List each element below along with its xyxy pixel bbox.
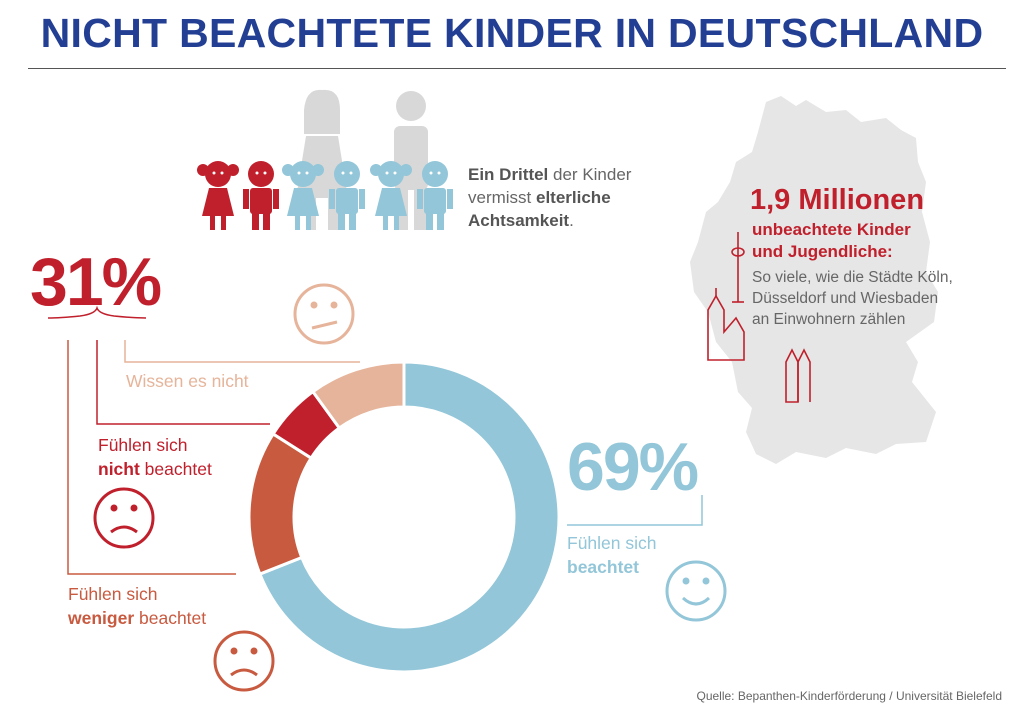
map-subtitle: unbeachtete Kinder und Jugendliche: [752, 219, 911, 263]
label-nicht-beachtet: Fühlen sich nicht beachtet [98, 433, 212, 481]
label-bold: nicht [98, 459, 140, 479]
caption-text-2: vermisst [468, 188, 536, 207]
source-note: Quelle: Bepanthen-Kinderförderung / Univ… [696, 689, 1002, 703]
bracket-31 [47, 305, 147, 319]
cathedral-icon [707, 288, 745, 361]
label-rest: beachtet [139, 459, 212, 479]
title-divider [28, 68, 1006, 69]
tv-tower-icon [731, 232, 745, 303]
label-bold: beachtet [567, 557, 639, 577]
caption-bold-2: elterliche [536, 188, 611, 207]
caption-text-3: . [569, 211, 574, 230]
map-body: So viele, wie die Städte Köln, Düsseldor… [752, 267, 953, 330]
label-weniger-beachtet: Fühlen sich weniger beachtet [68, 582, 206, 630]
label-bold: weniger [68, 608, 135, 628]
label-line: Fühlen sich [567, 533, 657, 553]
child-boy-blue-icon [417, 161, 453, 230]
caption-bold-3: Achtsamkeit [468, 211, 570, 230]
map-body-line: Düsseldorf und Wiesbaden [752, 290, 939, 307]
germany-map [690, 96, 938, 464]
child-boy-blue-icon [329, 161, 365, 230]
church-icon [785, 348, 811, 403]
child-boy-red-icon [243, 161, 279, 230]
label-line: Fühlen sich [68, 584, 158, 604]
map-subtitle-line: und Jugendliche: [752, 242, 893, 261]
connector-fuehlen [567, 495, 703, 526]
label-wissen-es-nicht: Wissen es nicht [126, 371, 249, 391]
donut-slice [310, 360, 406, 431]
sad-face-icon [93, 487, 155, 549]
donut-slice [257, 360, 561, 674]
map-title: 1,9 Millionen [750, 184, 925, 216]
child-girl-blue-icon [282, 161, 324, 230]
caption-text-1: der Kinder [548, 165, 632, 184]
neutral-face-icon [293, 283, 355, 345]
child-girl-blue-icon [370, 161, 412, 230]
sad-face-icon [213, 630, 275, 692]
percent-69: 69% [567, 429, 699, 505]
map-body-line: an Einwohnern zählen [752, 311, 906, 328]
connector-weniger [67, 340, 236, 575]
page-title: NICHT BEACHTETE KINDER IN DEUTSCHLAND [40, 10, 984, 56]
family-illustration [197, 89, 453, 230]
family-caption: Ein Drittel der Kinder vermisst elterlic… [468, 163, 631, 232]
label-line: Fühlen sich [98, 435, 188, 455]
connector-wissen [124, 340, 360, 363]
germany-map-shape [690, 96, 938, 464]
percent-31: 31% [30, 244, 162, 320]
caption-bold-1: Ein Drittel [468, 165, 549, 184]
happy-face-icon [665, 560, 727, 622]
map-subtitle-line: unbeachtete Kinder [752, 220, 911, 239]
donut-slice [247, 431, 314, 577]
map-body-line: So viele, wie die Städte Köln, [752, 269, 953, 286]
connector-nicht [96, 340, 270, 425]
child-girl-red-icon [197, 161, 239, 230]
label-beachtet: Fühlen sich beachtet [567, 531, 657, 579]
label-rest: beachtet [134, 608, 207, 628]
